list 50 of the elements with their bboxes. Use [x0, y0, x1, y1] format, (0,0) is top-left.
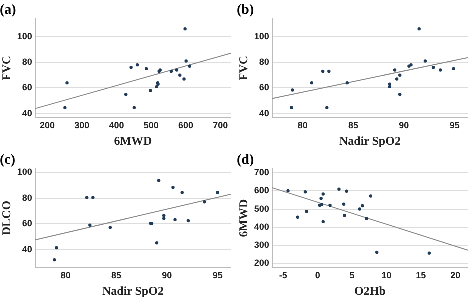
y-tick-label: 40	[259, 108, 270, 118]
x-tick-label: 10	[382, 270, 392, 280]
y-tick-label: 100	[254, 31, 270, 42]
x-tick-label: 20	[450, 270, 461, 280]
chart-title: (d)	[237, 152, 254, 168]
y-tick-label: 40	[22, 108, 32, 118]
x-tick-label: 300	[74, 120, 90, 131]
x-tick-label: 0	[315, 270, 320, 280]
y-axis-title: DLCO	[0, 200, 14, 236]
y-tick-label: 300	[254, 239, 270, 250]
x-tick-label: 90	[399, 120, 410, 131]
y-tick-label: 60	[259, 82, 270, 93]
y-axis-title: 6MWD	[236, 198, 250, 237]
y-tick-label: 600	[254, 185, 270, 196]
x-tick-label: 95	[212, 270, 223, 280]
x-tick-label: 5	[350, 270, 355, 280]
x-tick-label: 700	[213, 120, 228, 131]
chart-title: (b)	[237, 3, 254, 18]
x-tick-label: 95	[450, 120, 460, 131]
x-tick-label: -5	[279, 270, 288, 280]
x-tick-label: 80	[298, 120, 308, 131]
y-tick-label: 60	[22, 218, 32, 228]
y-tick-label: 400	[254, 221, 270, 232]
x-tick-label: 85	[111, 270, 122, 280]
y-tick-label: 100	[17, 166, 32, 177]
x-tick-label: 90	[162, 270, 172, 280]
x-axis-title: Nadir SpO2	[102, 283, 164, 298]
y-tick-label: 80	[259, 57, 270, 67]
y-axis-title: FVC	[0, 56, 14, 81]
y-tick-label: 80	[22, 192, 32, 202]
chart-title: (a)	[0, 3, 17, 18]
x-tick-label: 400	[109, 120, 124, 131]
y-axis-title: FVC	[236, 56, 250, 81]
y-tick-label: 200	[254, 257, 270, 268]
y-tick-label: 100	[17, 31, 32, 42]
x-tick-label: 15	[416, 270, 426, 280]
x-tick-label: 85	[348, 120, 358, 131]
x-tick-label: 200	[40, 120, 56, 131]
x-axis-title: O2Hb	[354, 283, 386, 298]
x-tick-label: 500	[144, 120, 159, 131]
y-tick-label: 80	[22, 57, 32, 67]
y-tick-label: 40	[22, 244, 32, 254]
x-axis-title: Nadir SpO2	[339, 134, 401, 148]
y-tick-label: 60	[22, 82, 32, 93]
x-axis-title: 6MWD	[114, 134, 153, 148]
chart-title: (c)	[0, 152, 16, 168]
x-tick-label: 600	[178, 120, 194, 131]
y-tick-label: 500	[254, 203, 270, 214]
y-tick-label: 700	[254, 167, 270, 178]
x-tick-label: 80	[60, 270, 71, 280]
